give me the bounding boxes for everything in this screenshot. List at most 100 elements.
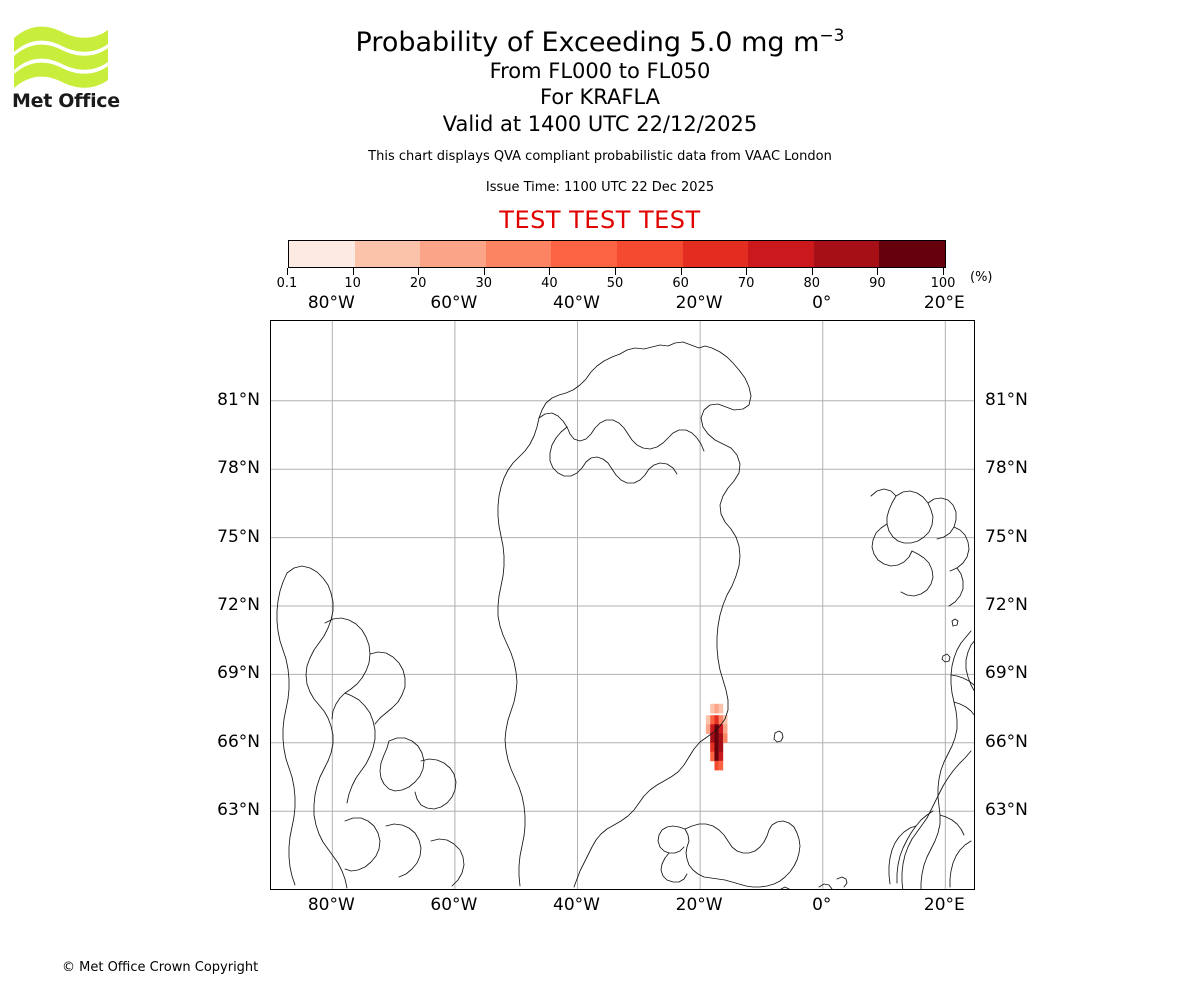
lon-tick-label-bottom: 80°W [307, 895, 355, 915]
colorbar-tick [418, 268, 420, 275]
issue-time: Issue Time: 1100 UTC 22 Dec 2025 [485, 179, 715, 195]
met-office-logo [12, 22, 122, 117]
colorbar-tick [877, 268, 879, 275]
colorbar-unit-label: (%) [970, 270, 993, 285]
coastlines [276, 341, 974, 889]
chart-title-block: Probability of Exceeding 5.0 mg m−3 From… [0, 0, 1200, 234]
colorbar-tick [287, 268, 288, 275]
colorbar-tick-label: 10 [344, 276, 361, 291]
plume-cell [714, 703, 719, 714]
plume-cell [710, 715, 715, 725]
title-valid-time: Valid at 1400 UTC 22/12/2025 [442, 111, 758, 136]
colorbar-tick-label: 60 [672, 276, 689, 291]
colorbar-tick [811, 268, 813, 275]
chart-note: This chart displays QVA compliant probab… [368, 148, 832, 164]
colorbar-tick-label: 100 [930, 276, 956, 291]
plume-cell [723, 733, 728, 744]
lat-tick-label-right: 63°N [985, 800, 1028, 821]
plume-cell [710, 703, 715, 714]
colorbar-band-9 [879, 241, 945, 267]
title-flight-levels: From FL000 to FL050 [489, 59, 711, 84]
map-plot-area[interactable] [270, 320, 975, 890]
colorbar-tick-label: 40 [541, 276, 558, 291]
lat-tick-label-right: 69°N [985, 663, 1028, 684]
colorbar-tick-label: 30 [475, 276, 493, 291]
colorbar-tick [483, 268, 485, 275]
colorbar: 0.1 10 20 30 40 50 60 70 80 90 100 [277, 240, 955, 294]
plume-cell [705, 715, 711, 725]
colorbar-tick [615, 268, 616, 275]
plume-cell [718, 742, 724, 753]
copyright-footer: © Met Office Crown Copyright [62, 960, 259, 975]
title-main-text: Probability of Exceeding 5.0 mg m [355, 27, 820, 58]
lon-tick-label-bottom: 20°W [675, 895, 723, 915]
lon-tick-label-top: 80°W [307, 293, 355, 313]
colorbar-tick [680, 268, 682, 275]
plume-cell [718, 733, 724, 744]
colorbar-band-7 [748, 241, 814, 267]
plume-cell [710, 733, 715, 744]
lat-tick-label-left: 75°N [217, 526, 260, 547]
lat-tick-label-left: 63°N [217, 800, 260, 821]
plume-cell [714, 715, 719, 725]
colorbar-tick-label: 70 [737, 276, 755, 291]
colorbar-tick [352, 268, 354, 275]
colorbar-band-6 [682, 241, 749, 267]
plume-cell [718, 724, 724, 734]
lon-tick-label-top: 40°W [553, 293, 600, 313]
colorbar-tick [746, 268, 748, 275]
lon-tick-label-top: 60°W [430, 293, 478, 313]
plume-cell [723, 724, 728, 734]
plume-cell [718, 751, 724, 762]
colorbar-band-3 [485, 241, 552, 267]
test-watermark: TEST TEST TEST [499, 205, 701, 234]
colorbar-band-0 [289, 241, 355, 267]
lat-tick-label-right: 72°N [985, 595, 1028, 615]
colorbar-tick-label: 80 [803, 276, 821, 291]
lon-tick-label-bottom: 20°E [923, 895, 965, 915]
lon-tick-label-bottom: 40°W [553, 895, 600, 915]
plume-cell [714, 760, 719, 771]
plume-cell [723, 715, 728, 725]
met-office-logo-text: Met Office [12, 90, 120, 112]
colorbar-gradient [288, 240, 946, 268]
title-volcano: For KRAFLA [540, 85, 660, 110]
lon-tick-label-top: 20°W [675, 293, 723, 313]
plume-cell [710, 742, 715, 753]
colorbar-band-8 [813, 241, 880, 267]
lat-tick-label-left: 78°N [217, 458, 260, 479]
colorbar-ticks [287, 268, 945, 276]
plume-cell [714, 733, 719, 744]
map-gridlines [271, 321, 974, 889]
lat-tick-label-left: 72°N [217, 595, 260, 615]
colorbar-tick-label: 90 [869, 276, 886, 291]
plume-cell [718, 703, 724, 714]
lat-tick-label-left: 81°N [217, 389, 260, 410]
title-exponent: −3 [819, 26, 845, 46]
colorbar-band-5 [616, 241, 683, 267]
page-title: Probability of Exceeding 5.0 mg m−3 [0, 26, 1200, 58]
colorbar-band-2 [420, 241, 486, 267]
lon-tick-label-top: 20°E [923, 293, 965, 313]
plume-cell [710, 724, 715, 734]
plume-cell [714, 751, 719, 762]
lat-tick-label-right: 66°N [985, 731, 1028, 752]
plume-cell [718, 715, 724, 725]
plume-cell [710, 751, 715, 762]
lat-tick-label-right: 81°N [985, 389, 1028, 410]
lon-tick-label-top: 0° [812, 293, 832, 313]
lon-tick-label-bottom: 0° [812, 895, 832, 915]
plume-cell [705, 724, 711, 734]
colorbar-tick [549, 268, 551, 275]
plume-cell [718, 760, 724, 771]
lat-tick-label-left: 66°N [217, 731, 260, 752]
lat-tick-label-right: 78°N [985, 458, 1028, 479]
colorbar-tick [943, 268, 944, 275]
lat-tick-label-left: 69°N [217, 663, 260, 684]
colorbar-tick-label: 20 [409, 276, 427, 291]
lon-tick-label-bottom: 60°W [430, 895, 478, 915]
ash-plume-heatmap [705, 703, 728, 771]
plume-cell [714, 742, 719, 753]
colorbar-tick-label: 0.1 [276, 276, 298, 291]
colorbar-band-4 [551, 241, 617, 267]
